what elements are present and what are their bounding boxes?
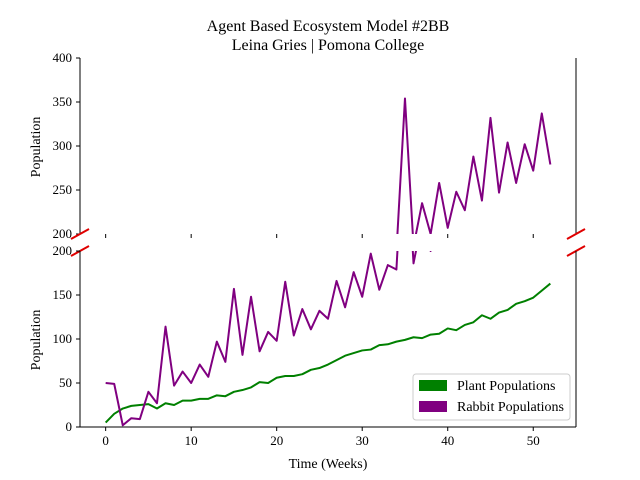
lower-y-tick-label: 50	[59, 375, 72, 390]
lower-y-tick-label: 100	[53, 331, 73, 346]
lower-y-tick-label: 150	[53, 287, 73, 302]
upper-y-tick-label: 200	[53, 226, 73, 241]
upper-y-tick-label: 300	[53, 138, 73, 153]
legend-label-plant: Plant Populations	[457, 379, 555, 394]
x-tick-label: 0	[102, 433, 109, 448]
x-tick-label: 30	[356, 433, 369, 448]
upper-y-tick-label: 400	[53, 50, 73, 65]
lower-series-line-plant	[104, 282, 551, 424]
lower-panel: 0 50 100 150 200 0 10 20 30 40 50	[53, 243, 577, 448]
y-axis-label-lower: Population	[29, 310, 44, 371]
x-tick-label: 10	[185, 433, 198, 448]
break-mark-upper-right	[566, 228, 586, 240]
upper-y-tick-label: 250	[53, 182, 73, 197]
chart-title: Agent Based Ecosystem Model #2BB	[207, 18, 450, 35]
x-tick-label: 20	[270, 433, 283, 448]
chart-subtitle: Leina Gries | Pomona College	[232, 37, 425, 54]
legend-swatch-rabbit	[419, 401, 447, 412]
upper-series-line-rabbit	[396, 97, 552, 234]
lower-series-line-rabbit	[105, 251, 432, 427]
legend-swatch-plant	[419, 380, 447, 391]
x-tick-label: 50	[527, 433, 540, 448]
y-axis-label-upper: Population	[29, 117, 44, 178]
upper-y-tick-label: 350	[53, 94, 73, 109]
legend-label-rabbit: Rabbit Populations	[457, 400, 564, 415]
break-mark-upper-left	[70, 228, 90, 240]
legend: Plant Populations Rabbit Populations	[412, 373, 571, 421]
x-axis-label: Time (Weeks)	[289, 457, 368, 472]
upper-panel: 200 250 300 350 400	[53, 50, 586, 257]
lower-y-tick-label: 200	[53, 243, 73, 258]
x-tick-label: 40	[441, 433, 454, 448]
legend-frame	[412, 373, 571, 421]
lower-y-tick-label: 0	[66, 419, 73, 434]
